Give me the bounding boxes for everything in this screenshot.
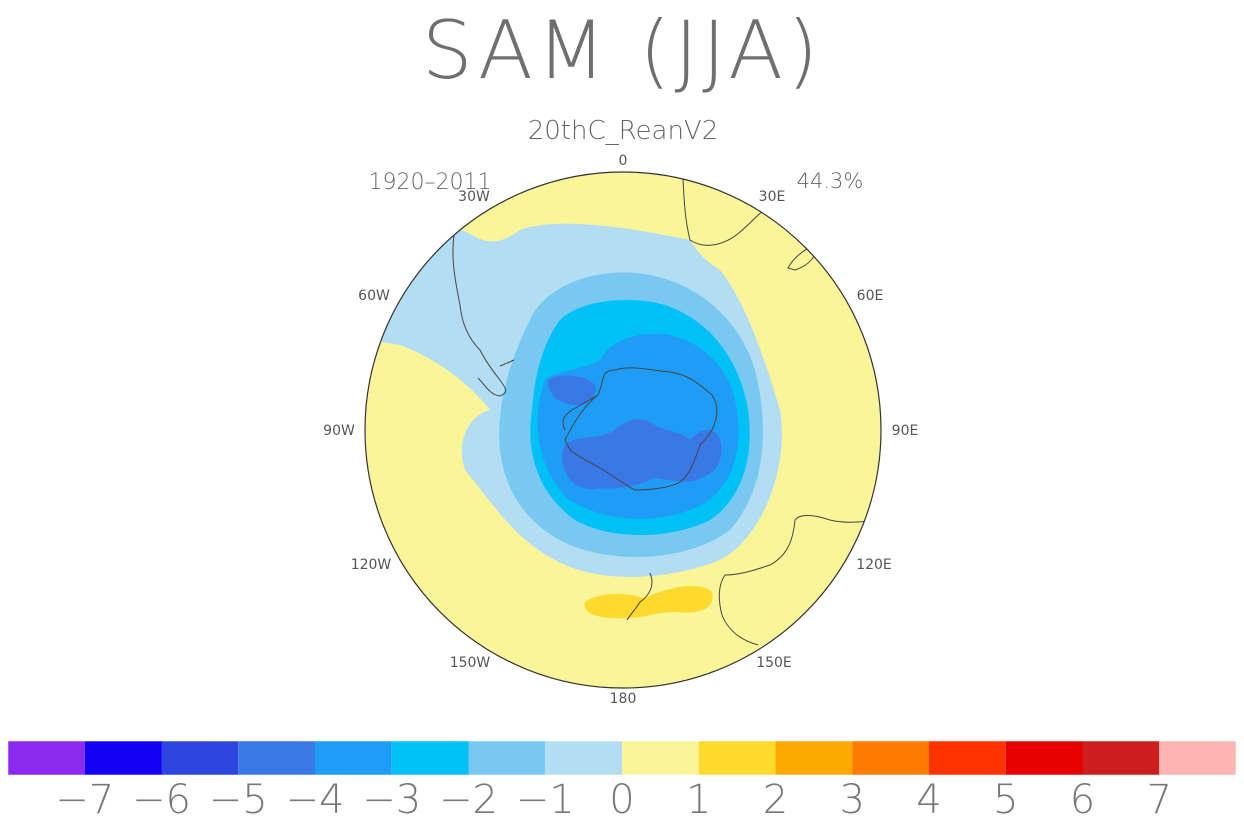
antarctica-coast <box>564 367 718 491</box>
colorbar-tick-label: 6 <box>1070 777 1095 822</box>
colorbar-tick-label: −5 <box>209 777 268 822</box>
lon-label-120w: 120W <box>351 557 392 573</box>
africa-coast <box>682 177 771 246</box>
contour-plus1 <box>584 585 713 619</box>
antarctic-peninsula <box>562 394 599 431</box>
colorbar-swatch <box>1159 741 1236 775</box>
lon-label-30e: 30E <box>759 189 786 205</box>
colorbar-swatch <box>1005 741 1083 775</box>
colorbar-tick-label: −1 <box>516 777 575 822</box>
colorbar-tick-label: 1 <box>686 777 711 822</box>
colorbar-ticks: −7 −6 −5 −4 −3 −2 −1 0 1 2 3 4 5 6 7 <box>55 777 1172 822</box>
sam-regression-field <box>365 172 881 688</box>
colorbar-swatch <box>315 741 392 775</box>
colorbar-tick-label: −7 <box>55 777 114 822</box>
contour-minus5-west <box>548 375 596 405</box>
colorbar-swatch <box>161 741 239 775</box>
colorbar-tick-label: 3 <box>840 777 865 822</box>
period-label: 1920–2011 <box>369 170 492 195</box>
map-title: SAM (JJA) <box>421 4 823 97</box>
lon-label-150e: 150E <box>756 655 792 671</box>
colorbar-tick-label: 4 <box>916 777 941 822</box>
coastlines <box>452 177 881 646</box>
colorbar-swatch <box>238 741 315 775</box>
colorbar-swatch <box>468 741 546 775</box>
colorbar-tick-label: −6 <box>132 777 191 822</box>
subtitle: 20thC_ReanV2 <box>528 116 719 146</box>
south-america-coast <box>452 229 507 397</box>
lon-label-180: 180 <box>610 691 637 707</box>
lon-label-30w: 30W <box>458 189 490 205</box>
colorbar-tick-label: −2 <box>439 777 498 822</box>
colorbar-swatch <box>391 741 469 775</box>
lon-label-90e: 90E <box>892 423 919 439</box>
lon-label-0: 0 <box>619 153 628 169</box>
south-georgia <box>499 359 515 367</box>
contour-minus5 <box>561 419 722 490</box>
colorbar-swatch <box>545 741 622 775</box>
lon-label-120e: 120E <box>856 557 892 573</box>
longitude-labels: 0 30E 60E 90E 120E 150E 180 150W 120W 90… <box>323 153 918 707</box>
colorbar-tick-label: 2 <box>763 777 788 822</box>
colorbar-swatch <box>929 741 1006 775</box>
colorbar-swatch <box>698 741 776 775</box>
colorbar-tick-label: −3 <box>362 777 421 822</box>
colorbar-tick-label: 0 <box>609 777 634 822</box>
lon-label-150w: 150W <box>450 655 491 671</box>
new-zealand <box>626 572 653 621</box>
colorbar-swatch <box>852 741 929 775</box>
colorbar-swatch <box>622 741 699 775</box>
colorbar-swatch <box>775 741 853 775</box>
colorbar-tick-label: 7 <box>1147 777 1172 822</box>
colorbar-tick-label: 5 <box>993 777 1018 822</box>
map-boundary <box>364 171 882 689</box>
lon-label-60w: 60W <box>358 288 390 304</box>
variance-label: 44.3% <box>797 169 864 193</box>
lon-label-90w: 90W <box>323 423 355 439</box>
colorbar-outline <box>7 740 1237 776</box>
colorbar-tick-label: −4 <box>286 777 345 822</box>
lon-label-60e: 60E <box>857 288 884 304</box>
colorbar <box>7 740 1237 776</box>
colorbar-swatch <box>1082 741 1160 775</box>
australia-coast <box>718 515 881 646</box>
colorbar-swatch <box>84 741 162 775</box>
colorbar-swatch <box>8 741 85 775</box>
